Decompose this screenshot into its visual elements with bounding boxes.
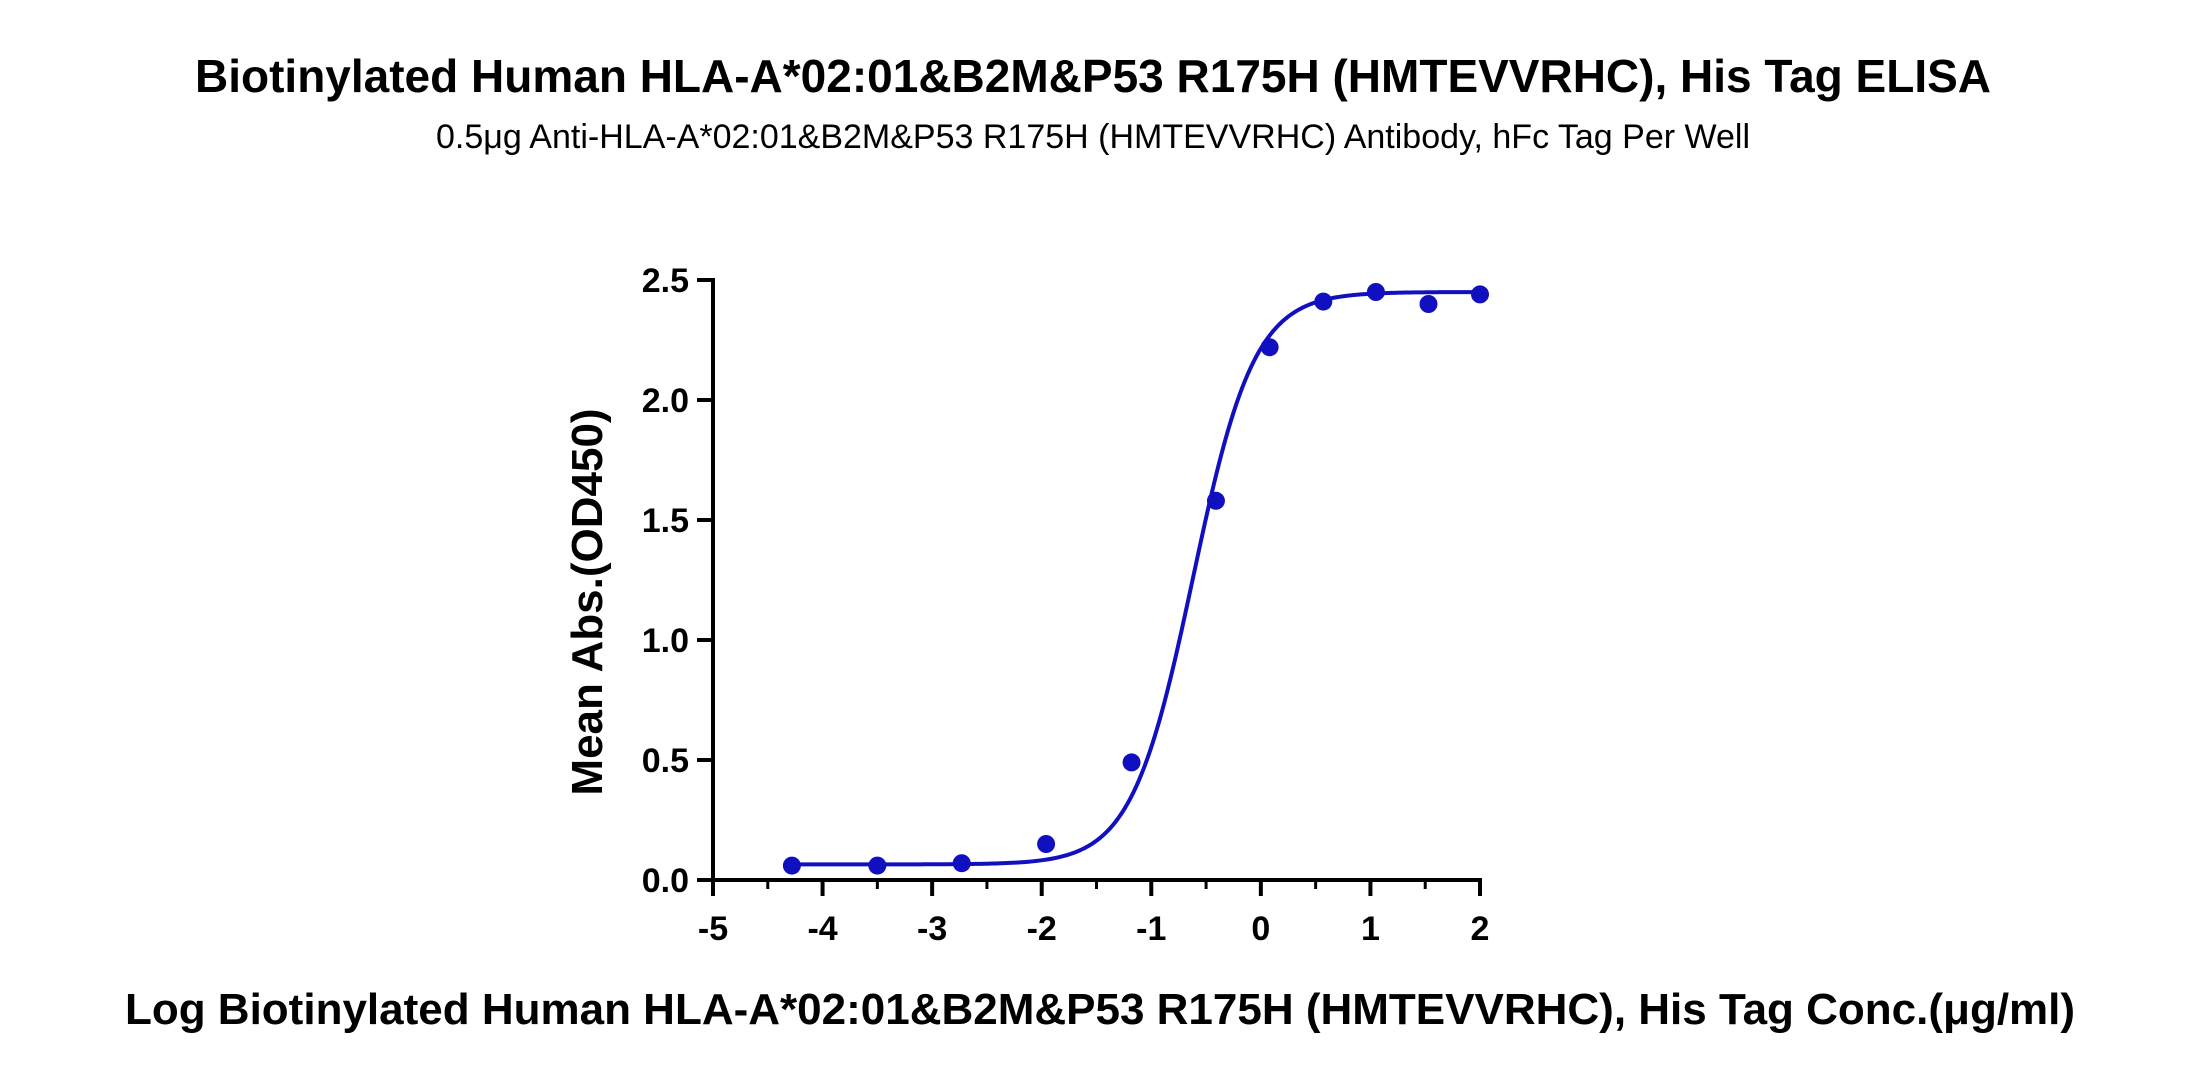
data-point <box>1037 835 1056 853</box>
data-point <box>1419 295 1438 313</box>
data-point <box>868 856 887 875</box>
x-tick-label: 2 <box>1471 910 1490 948</box>
data-point <box>1314 292 1333 311</box>
fit-curve <box>791 290 1480 867</box>
y-tick-label: 2.5 <box>642 262 689 300</box>
x-tick-label: -4 <box>807 910 837 948</box>
y-axis-label: Mean Abs.(OD450) <box>563 408 612 795</box>
data-point <box>782 856 801 875</box>
x-axis-label: Log Biotinylated Human HLA-A*02:01&B2M&P… <box>125 985 2075 1034</box>
x-tick-label: 0 <box>1251 910 1270 948</box>
x-tick-label: -5 <box>698 910 728 948</box>
chart-subtitle: 0.5μg Anti-HLA-A*02:01&B2M&P53 R175H (HM… <box>436 118 1750 156</box>
y-tick-label: 0.0 <box>642 862 689 900</box>
data-point <box>1366 283 1385 301</box>
x-tick-label: -2 <box>1027 910 1057 948</box>
y-axis: 0.0 0.5 1.0 1.5 2.0 2.5 <box>642 262 715 900</box>
x-tick-label: -1 <box>1136 910 1166 948</box>
data-point <box>952 854 971 873</box>
y-tick-label: 0.5 <box>642 742 689 780</box>
data-point <box>1206 491 1225 510</box>
x-tick-label: -3 <box>917 910 947 948</box>
x-axis: -5 -4 -3 -2 -1 0 1 2 <box>698 878 1490 948</box>
y-tick-label: 1.5 <box>642 502 689 540</box>
x-tick-label: 1 <box>1361 910 1380 948</box>
data-point <box>1260 338 1279 357</box>
data-point <box>1122 753 1141 772</box>
data-point <box>1471 285 1489 304</box>
y-tick-label: 2.0 <box>642 382 689 420</box>
chart-title: Biotinylated Human HLA-A*02:01&B2M&P53 R… <box>195 50 1991 102</box>
y-tick-label: 1.0 <box>642 622 689 660</box>
data-points <box>782 283 1489 875</box>
